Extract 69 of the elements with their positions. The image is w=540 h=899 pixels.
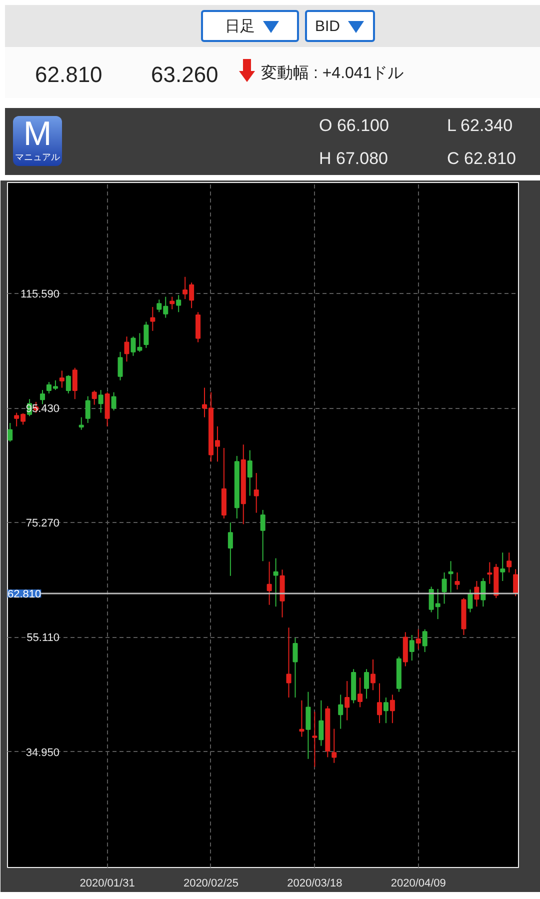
candlestick xyxy=(454,572,460,590)
x-tick-label: 2020/02/25 xyxy=(183,878,239,890)
candlestick xyxy=(383,697,388,724)
candlestick xyxy=(118,351,123,381)
text: 変動幅 : +4.041ドル xyxy=(261,64,404,84)
candlestick xyxy=(66,374,71,394)
candlestick xyxy=(254,472,259,514)
candlestick xyxy=(513,568,518,597)
y-tick-label: 115.590 xyxy=(20,288,60,300)
candlestick xyxy=(468,589,473,613)
candlestick xyxy=(312,711,318,768)
candlestick xyxy=(98,389,104,414)
candlestick xyxy=(72,367,78,400)
candlestick xyxy=(390,694,395,724)
candlestick xyxy=(358,677,363,708)
candlestick xyxy=(370,658,376,691)
candlestick xyxy=(92,390,97,406)
x-tick-label: 2020/01/31 xyxy=(80,878,135,890)
text: L 62.340 xyxy=(447,115,513,137)
candlestick xyxy=(40,389,46,405)
candlestick xyxy=(292,637,298,698)
candlestick xyxy=(144,321,149,348)
candlestick xyxy=(266,561,272,606)
candlestick xyxy=(273,558,278,608)
y-tick-label: 34.950 xyxy=(26,746,60,759)
candlestick xyxy=(124,336,130,362)
text: M xyxy=(22,115,53,153)
text: BID xyxy=(305,10,375,42)
ref-line-label: 62.810 xyxy=(8,588,42,600)
candlestick xyxy=(364,668,370,700)
candlestick xyxy=(306,691,311,760)
candlestick xyxy=(170,296,175,310)
x-tick-label: 2020/04/09 xyxy=(390,878,446,890)
candlestick xyxy=(78,416,84,430)
candlestick xyxy=(409,634,414,662)
text: マニュアル xyxy=(14,152,61,162)
text: H 67.080 xyxy=(319,148,388,170)
x-tick-label: 2020/03/18 xyxy=(287,878,342,890)
candlestick xyxy=(176,294,182,313)
candlestick xyxy=(318,700,324,746)
candlestick xyxy=(59,370,64,388)
candlestick xyxy=(150,306,156,332)
candlestick xyxy=(376,682,382,724)
text: O 66.100 xyxy=(319,115,389,137)
candlestick xyxy=(442,572,447,604)
candlestick xyxy=(480,578,486,608)
y-tick-label: 55.110 xyxy=(26,632,60,644)
text: C 62.810 xyxy=(447,148,516,170)
text: 62.810 xyxy=(35,61,102,89)
candlestick xyxy=(299,700,304,738)
text: 日足 xyxy=(201,10,299,42)
candlestick xyxy=(416,628,421,650)
candlestick xyxy=(500,552,506,582)
candlestick xyxy=(8,422,13,442)
candlestick xyxy=(111,392,116,411)
y-tick-label: 75.270 xyxy=(26,518,60,530)
candlestick xyxy=(344,680,350,721)
candlestick xyxy=(247,450,252,496)
candlestick xyxy=(260,509,266,562)
candlestick xyxy=(448,560,454,593)
candlestick xyxy=(422,628,428,653)
candlestick xyxy=(332,728,337,764)
candlestick xyxy=(228,522,233,576)
candlestick xyxy=(196,312,201,343)
candlestick xyxy=(286,627,292,698)
candlestick xyxy=(506,552,512,573)
candlestick xyxy=(338,694,344,730)
candlestick xyxy=(85,396,90,424)
text: 63.260 xyxy=(151,61,218,89)
